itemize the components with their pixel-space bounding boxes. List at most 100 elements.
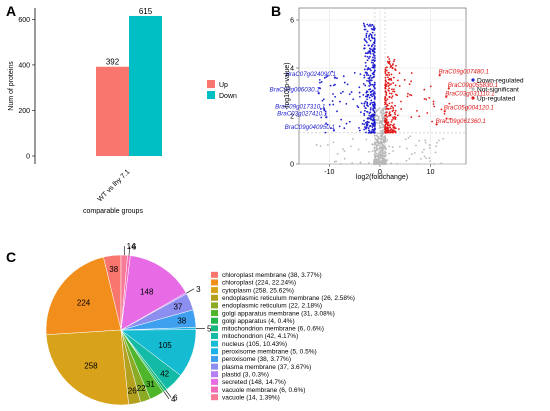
volcano-point	[389, 63, 391, 66]
volcano-point	[356, 105, 359, 107]
pie-legend-label: chloroplast membrane (38, 3.77%)	[222, 272, 322, 279]
volcano-labeled-point	[435, 123, 438, 126]
volcano-point	[359, 111, 362, 114]
volcano-point	[367, 162, 370, 165]
volcano-point	[393, 123, 395, 126]
volcano-point	[410, 80, 412, 83]
bar-legend: Up Down	[207, 80, 237, 100]
volcano-point	[384, 114, 386, 117]
volcano-point	[385, 148, 387, 150]
volcano-points	[315, 22, 452, 165]
volcano-point	[373, 147, 376, 150]
volcano-point	[368, 96, 371, 99]
volcano-point	[373, 134, 376, 137]
pie-legend-swatch	[211, 294, 218, 301]
volcano-point	[376, 132, 379, 135]
volcano-point	[368, 35, 370, 38]
volcano-point	[374, 118, 377, 121]
volcano-point	[394, 104, 396, 107]
volcano-point	[391, 95, 394, 98]
volcano-point	[377, 116, 380, 119]
volcano-point	[394, 130, 397, 133]
volcano-point	[383, 155, 386, 157]
volcano-point	[369, 102, 372, 105]
pie-legend-label: golgi apparatus membrane (31, 3.08%)	[222, 310, 335, 317]
volcano-point	[357, 148, 360, 151]
volcano-point	[329, 84, 332, 87]
volcano-point	[343, 150, 346, 153]
volcano-point	[371, 72, 374, 75]
volcano-point	[387, 71, 390, 74]
volcano-point	[326, 75, 329, 77]
volcano-point-label: BraC03g031110.1	[445, 90, 494, 97]
pie-legend-label: peroxisome (38, 3.77%)	[222, 356, 291, 363]
pie-value-label: 38	[109, 265, 118, 274]
volcano-point	[365, 126, 368, 129]
volcano-point	[380, 137, 383, 140]
volcano-point	[387, 76, 389, 79]
volcano-point	[394, 109, 397, 112]
volcano-point	[370, 61, 373, 64]
volcano-point	[368, 129, 370, 132]
volcano-point	[384, 131, 387, 134]
bar-y-axis-title: Num of proteins	[8, 61, 15, 111]
volcano-point	[408, 83, 411, 86]
volcano-point	[384, 117, 387, 120]
volcano-point	[367, 44, 370, 47]
volcano-point	[385, 69, 388, 72]
volcano-point	[373, 83, 376, 86]
volcano-point-label: BraC09g061360.1	[436, 118, 486, 125]
volcano-point	[358, 95, 361, 98]
volcano-point	[373, 107, 376, 110]
volcano-point-label: BraC05g004120.1	[444, 105, 494, 112]
volcano-point	[384, 81, 387, 83]
volcano-point	[390, 105, 393, 108]
volcano-point	[363, 68, 366, 71]
volcano-point	[368, 150, 370, 153]
volcano-point	[366, 52, 369, 55]
volcano-point	[415, 144, 417, 147]
volcano-point	[342, 75, 345, 78]
volcano-point-label: BraC03g027410.1	[277, 111, 327, 118]
pie-legend-label: vacuole membrane (6, 0.6%)	[222, 387, 305, 394]
volcano-point	[340, 92, 342, 95]
volcano-point	[364, 84, 367, 87]
pie-value-label: 37	[173, 303, 182, 312]
volcano-point	[423, 88, 426, 91]
volcano-point	[382, 129, 384, 132]
volcano-point	[366, 79, 368, 82]
volcano-point	[390, 73, 393, 76]
volcano-point	[362, 94, 365, 96]
volcano-point	[380, 111, 382, 114]
pie-value-label: 224	[77, 298, 91, 307]
volcano-point	[385, 99, 388, 102]
volcano-point	[371, 101, 373, 104]
volcano-point	[375, 163, 378, 165]
volcano-point	[364, 61, 367, 64]
volcano-point	[377, 158, 380, 160]
pie-legend-swatch	[211, 271, 218, 278]
volcano-point	[380, 140, 383, 143]
volcano-point	[370, 130, 373, 133]
volcano-point	[385, 111, 388, 114]
bar-legend-swatch	[207, 80, 215, 88]
volcano-point	[369, 52, 372, 55]
volcano-point	[379, 142, 382, 145]
volcano-point	[382, 152, 385, 155]
volcano-point	[410, 94, 413, 97]
volcano-point	[368, 76, 371, 79]
volcano-point	[419, 158, 422, 160]
volcano-point	[319, 108, 322, 110]
volcano-point	[368, 77, 371, 80]
volcano-point	[388, 58, 391, 60]
volcano-point	[410, 116, 413, 119]
volcano-point	[372, 52, 375, 55]
volcano-point	[350, 91, 353, 93]
volcano-point	[319, 81, 321, 84]
volcano-point	[359, 73, 362, 76]
bar-data-label: 615	[139, 7, 153, 16]
volcano-y-axis-title: -log10(p-value)	[284, 62, 291, 109]
bar-legend-swatch	[207, 91, 215, 99]
volcano-point	[409, 135, 412, 138]
volcano-point	[331, 100, 334, 102]
